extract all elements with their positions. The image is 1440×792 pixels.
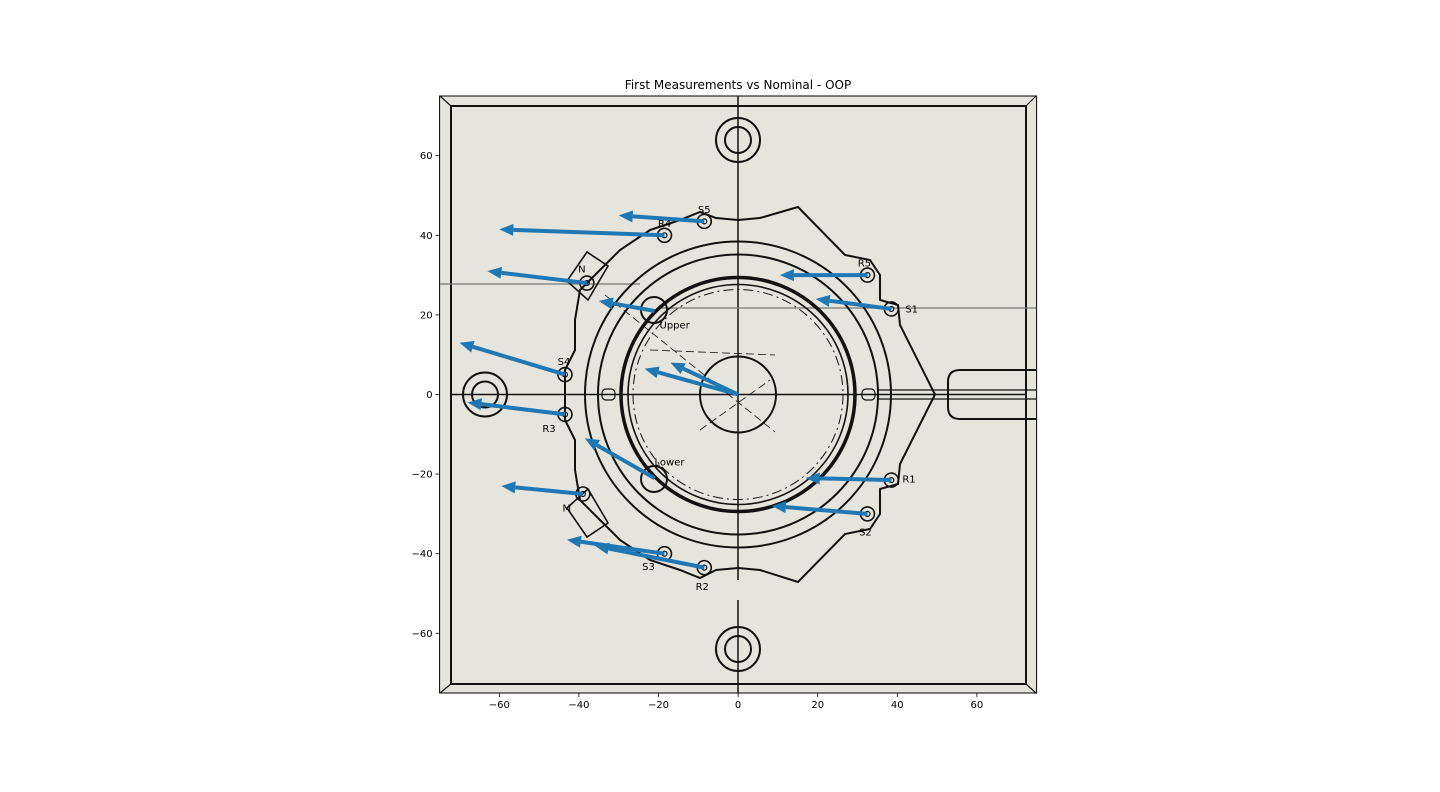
- point-label: R1: [902, 475, 915, 486]
- point-label: S5: [698, 205, 711, 216]
- quiver-arrow-head: [467, 398, 483, 411]
- ring-5-dashed: [632, 289, 844, 500]
- point-label: R4: [658, 219, 671, 230]
- quiver-arrow-shaft: [513, 227, 665, 238]
- quiver-arrow-head: [487, 266, 502, 279]
- y-tick-label: −40: [411, 549, 432, 560]
- right-slot: [947, 369, 1036, 420]
- quiver-arrow-shaft: [819, 476, 892, 483]
- ring-2: [597, 253, 879, 536]
- y-tick-label: 20: [420, 310, 433, 321]
- point-label: R5: [858, 259, 871, 270]
- point-label: M: [563, 504, 572, 515]
- hole-outer: [557, 366, 573, 383]
- point-label: Upper: [660, 320, 691, 331]
- quiver-arrow-shaft: [515, 485, 584, 496]
- point-label: Lower: [655, 458, 686, 469]
- x-tick-label: −20: [648, 700, 669, 711]
- lower-boss: [640, 465, 668, 493]
- quiver-arrow-head: [459, 341, 475, 353]
- x-tick-label: −40: [568, 700, 589, 711]
- point-label: R2: [696, 582, 709, 593]
- ring-3: [619, 275, 857, 514]
- quiver-arrow-head: [771, 501, 787, 514]
- housing-outline: [564, 205, 937, 584]
- quiver-arrow-shaft: [657, 370, 739, 397]
- quiver-arrow-shaft: [472, 344, 566, 377]
- quiver-arrow-shaft: [596, 443, 656, 480]
- part-drawing: [439, 95, 1037, 694]
- top-ring-outer: [715, 117, 761, 163]
- ring-1: [584, 240, 892, 549]
- y-tick-label: 40: [420, 231, 433, 242]
- point-labels: S5 R4 R5 N S1 Upper S4 R3 Lower R1 M S2 S3 R2: [542, 205, 918, 593]
- quiver-arrow-shaft: [829, 298, 892, 311]
- diagonal-dashes: [604, 294, 776, 433]
- left-ring-inner: [471, 380, 499, 409]
- plot-area: S5 R4 R5 N S1 Upper S4 R3 Lower R1 M S2 S3 R2: [439, 95, 1038, 694]
- quiver-arrow-head: [815, 294, 831, 307]
- frame-corners: [439, 95, 1037, 694]
- y-tick-label: −20: [411, 470, 432, 481]
- quiver-arrow-head: [670, 362, 686, 375]
- quiver-arrow-shaft: [785, 505, 868, 516]
- left-lug: [601, 388, 616, 401]
- quiver-arrow-head: [594, 542, 610, 555]
- point-label: S4: [558, 357, 571, 368]
- x-tick-label: −60: [489, 700, 510, 711]
- quiver-arrow-shaft: [612, 301, 655, 313]
- quiver-arrow-head: [501, 481, 516, 494]
- quiver-arrow-head: [566, 535, 582, 548]
- x-tick-label: 20: [811, 700, 824, 711]
- quiver-arrow-head: [499, 223, 514, 236]
- y-axis-ticks: 60 40 20 0 −20 −40 −60: [411, 151, 440, 640]
- left-ring-outer: [462, 371, 508, 418]
- quiver-arrow-head: [805, 472, 820, 485]
- point-label: S2: [859, 527, 872, 538]
- right-lug: [861, 388, 876, 401]
- x-axis-ticks: −60 −40 −20 0 20 40 60: [489, 693, 984, 711]
- flag-n: [565, 250, 610, 302]
- point-label: S1: [905, 304, 918, 315]
- quiver-arrow-head: [644, 366, 660, 379]
- point-label: S3: [642, 562, 655, 573]
- quiver-arrows: [459, 210, 892, 570]
- quiver-arrow-shaft: [501, 270, 588, 286]
- quiver-arrow-shaft: [580, 539, 665, 556]
- hub: [699, 355, 777, 434]
- quiver-arrow-head: [779, 269, 794, 282]
- top-ring-inner: [724, 126, 752, 154]
- right-slot-lines: [878, 389, 1036, 400]
- quiver-arrow-shaft: [632, 214, 705, 224]
- y-tick-label: 60: [420, 151, 433, 162]
- x-tick-label: 0: [735, 700, 741, 711]
- point-label: R3: [542, 424, 555, 435]
- y-tick-label: −60: [411, 629, 432, 640]
- bottom-ring-inner: [724, 635, 752, 663]
- quiver-arrow-shaft: [481, 402, 566, 417]
- y-tick-label: 0: [426, 390, 432, 401]
- chart-title: First Measurements vs Nominal - OOP: [625, 78, 851, 92]
- quiver-arrow-shaft: [608, 546, 705, 570]
- quiver-arrow-head: [618, 210, 634, 223]
- x-tick-label: 60: [971, 700, 984, 711]
- point-label: N: [578, 265, 585, 276]
- quiver-arrow-head: [598, 297, 614, 310]
- ring-4: [627, 283, 849, 506]
- bottom-ring-outer: [715, 626, 761, 672]
- x-tick-label: 40: [891, 700, 904, 711]
- axes: −60 −40 −20 0 20 40 60 60 40 20 0 −20 −40 −60: [411, 151, 983, 711]
- quiver-arrow-head: [584, 438, 601, 451]
